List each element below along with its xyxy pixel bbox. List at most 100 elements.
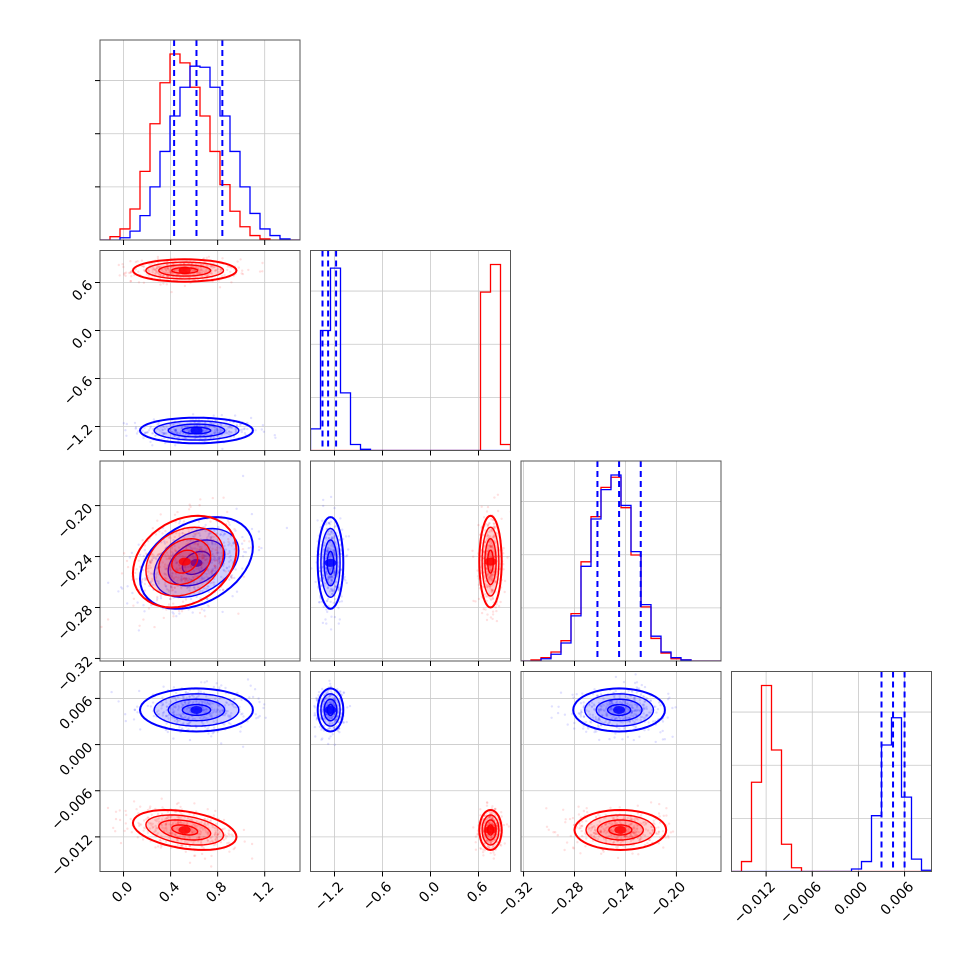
scatter-point <box>213 814 215 816</box>
scatter-point <box>142 437 144 439</box>
scatter-point <box>593 731 595 733</box>
scatter-point <box>233 848 235 850</box>
x-tick-label: −1.2 <box>312 879 347 914</box>
scatter-point <box>634 682 636 684</box>
panel-content-3-2 <box>521 672 721 872</box>
scatter-point <box>493 854 495 856</box>
scatter-point <box>149 807 151 809</box>
x-tick-label: 1.2 <box>250 879 277 906</box>
scatter-point <box>159 283 161 285</box>
scatter-point <box>487 506 489 508</box>
density-core-0 <box>190 706 202 714</box>
scatter-point <box>339 690 341 692</box>
scatter-point <box>258 546 260 548</box>
scatter-point <box>142 604 144 606</box>
scatter-point <box>479 808 481 810</box>
scatter-point <box>135 808 137 810</box>
scatter-point <box>659 731 661 733</box>
scatter-point <box>315 697 317 699</box>
scatter-point <box>112 827 114 829</box>
scatter-point <box>664 738 666 740</box>
scatter-point <box>181 610 183 612</box>
scatter-point <box>162 282 164 284</box>
scatter-point <box>224 687 226 689</box>
scatter-point <box>322 499 324 501</box>
scatter-point <box>121 263 123 265</box>
scatter-point <box>255 717 257 719</box>
scatter-point <box>499 601 501 603</box>
scatter-point <box>161 806 163 808</box>
scatter-point <box>243 829 245 831</box>
scatter-point <box>124 429 126 431</box>
scatter-point <box>139 806 141 808</box>
scatter-point <box>167 731 169 733</box>
scatter-point <box>262 707 264 709</box>
scatter-point <box>130 280 132 282</box>
scatter-point <box>484 608 486 610</box>
scatter-point <box>125 435 127 437</box>
scatter-point <box>341 529 343 531</box>
scatter-point <box>231 595 233 597</box>
scatter-point <box>212 732 214 734</box>
scatter-point <box>242 746 244 748</box>
scatter-point <box>324 618 326 620</box>
scatter-point <box>495 610 497 612</box>
density-core-0 <box>325 559 337 567</box>
scatter-point <box>235 508 237 510</box>
panel-1-0: −1.2−0.60.00.6 <box>61 251 300 459</box>
scatter-point <box>166 283 168 285</box>
scatter-point <box>274 437 276 439</box>
scatter-point <box>501 815 503 817</box>
scatter-point <box>221 448 223 450</box>
scatter-point <box>163 617 165 619</box>
scatter-point <box>472 556 474 558</box>
scatter-point <box>123 272 125 274</box>
scatter-point <box>118 264 120 266</box>
scatter-point <box>567 723 569 725</box>
scatter-point <box>347 548 349 550</box>
scatter-point <box>329 735 331 737</box>
scatter-point <box>330 628 332 630</box>
panel-3-2: −0.32−0.28−0.24−0.20 <box>495 672 721 921</box>
scatter-point <box>192 413 194 415</box>
y-tick-label: 0.6 <box>69 277 96 304</box>
scatter-point <box>504 580 506 582</box>
scatter-point <box>579 852 581 854</box>
panel-2-1 <box>310 461 512 666</box>
x-tick-label: 0.0 <box>109 879 136 906</box>
scatter-point <box>125 822 127 824</box>
panel-content-1-0 <box>81 251 300 459</box>
scatter-point <box>236 591 238 593</box>
scatter-point <box>328 737 330 739</box>
density-core-1 <box>485 826 497 834</box>
scatter-point <box>502 568 504 570</box>
scatter-point <box>189 504 191 506</box>
scatter-point <box>185 851 187 853</box>
scatter-point <box>471 550 473 552</box>
scatter-point <box>243 540 245 542</box>
scatter-point <box>237 613 239 615</box>
scatter-point <box>251 528 253 530</box>
scatter-point <box>172 613 174 615</box>
scatter-point <box>286 527 288 529</box>
scatter-point <box>120 842 122 844</box>
scatter-point <box>560 692 562 694</box>
scatter-point <box>662 720 664 722</box>
scatter-point <box>217 595 219 597</box>
scatter-point <box>667 693 669 695</box>
scatter-point <box>329 683 331 685</box>
scatter-point <box>170 291 172 293</box>
scatter-point <box>162 686 164 688</box>
scatter-point <box>208 605 210 607</box>
scatter-point <box>345 535 347 537</box>
scatter-point <box>238 266 240 268</box>
scatter-point <box>119 809 121 811</box>
scatter-point <box>130 818 132 820</box>
scatter-point <box>500 811 502 813</box>
scatter-point <box>486 805 488 807</box>
scatter-point <box>339 618 341 620</box>
scatter-point <box>346 706 348 708</box>
scatter-point <box>483 516 485 518</box>
scatter-point <box>176 511 178 513</box>
